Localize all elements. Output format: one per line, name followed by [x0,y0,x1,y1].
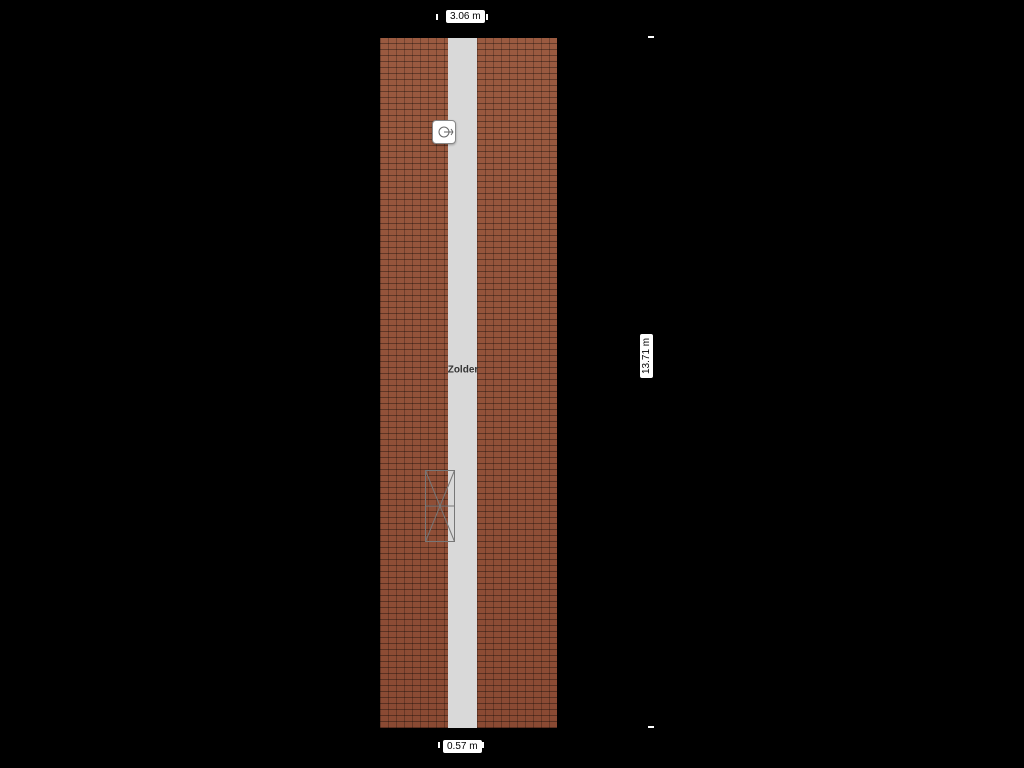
dim-right-label: 13.71 m [640,334,653,378]
attic-stair-icon [425,470,455,542]
floorplan-canvas: Zolder 3.06 m 0.57 m 13.71 m [0,0,1024,768]
roof-tiles-right [477,38,557,728]
wall-outlet-icon [432,120,456,144]
dim-bottom-tick-right [482,742,484,748]
room-label: Zolder [448,365,479,376]
dim-top-label: 3.06 m [446,10,485,23]
roof-right [477,38,557,728]
dim-bottom-label: 0.57 m [443,740,482,753]
dim-bottom-tick-left [438,742,440,748]
dim-right-tick-top [648,36,654,38]
dim-top-tick-right [486,14,488,20]
dim-top-tick-left [436,14,438,20]
dim-right-tick-bottom [648,726,654,728]
